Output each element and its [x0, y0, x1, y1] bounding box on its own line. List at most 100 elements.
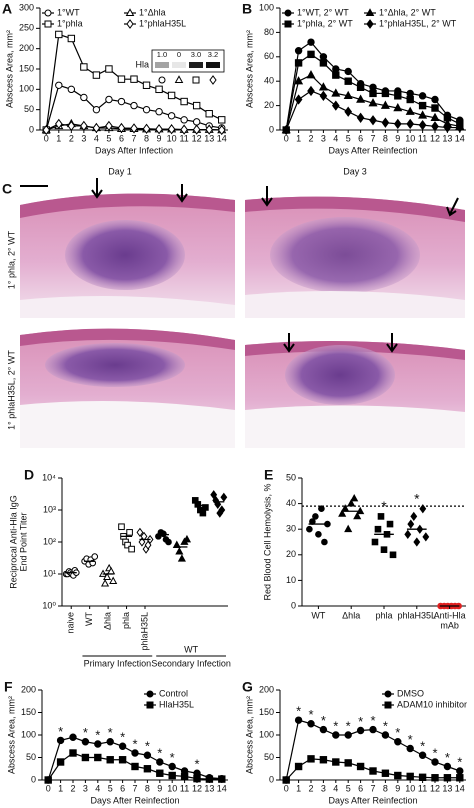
x-tick-label: 13: [442, 133, 452, 143]
marker: [67, 85, 76, 94]
marker: [406, 744, 414, 753]
marker: [430, 112, 440, 122]
marker: [192, 118, 201, 126]
panel-letter: B: [242, 1, 252, 17]
annotation: *: [145, 739, 150, 754]
marker: [407, 519, 415, 529]
marker: [344, 77, 352, 85]
x-tick-label: 13: [442, 783, 452, 793]
marker: [394, 738, 402, 746]
x-tick-label: phla: [375, 610, 392, 620]
x-tick-label: 12: [192, 783, 202, 793]
marker: [55, 30, 63, 39]
x-tick-label: 6: [120, 783, 125, 793]
marker: [131, 762, 139, 771]
marker: [307, 38, 315, 46]
marker: [418, 773, 427, 781]
marker: [94, 753, 102, 762]
group-label: Primary Infection: [84, 658, 152, 668]
marker: [389, 551, 397, 559]
marker: [158, 76, 166, 84]
marker: [455, 122, 464, 133]
marker: [80, 93, 88, 102]
x-tick-label: 4: [333, 133, 338, 143]
marker: [413, 537, 421, 547]
annotation: *: [95, 727, 100, 742]
x-axis-label: Days After Reinfection: [328, 145, 417, 155]
marker: [319, 53, 328, 61]
marker: [344, 759, 352, 767]
legend-label: 1°WT, 2° WT: [297, 7, 349, 17]
marker: [106, 738, 114, 746]
x-tick-label: 11: [418, 133, 427, 143]
y-tick-label: 100: [259, 2, 274, 12]
x-tick-label: 13: [204, 133, 214, 143]
marker: [192, 101, 201, 110]
marker: [160, 530, 167, 538]
marker: [315, 531, 322, 538]
y-tick-label: 100: [21, 729, 36, 739]
marker: [117, 75, 126, 83]
legend-label: 1°phla, 2° WT: [297, 18, 353, 28]
marker: [142, 105, 151, 114]
marker: [131, 749, 139, 757]
marker: [347, 499, 356, 507]
column-label: Day 3: [343, 166, 367, 176]
marker: [344, 524, 353, 533]
histology-image: [245, 186, 465, 318]
marker: [418, 110, 428, 119]
annotation: *: [383, 718, 388, 733]
marker: [218, 116, 226, 124]
marker: [220, 492, 228, 502]
y-tick-label: 200: [259, 684, 274, 694]
annotation: *: [308, 707, 313, 722]
marker: [192, 76, 200, 84]
inset-value: 3.2: [208, 50, 218, 59]
x-tick-label: 0: [284, 783, 289, 793]
x-tick-label: 5: [346, 133, 351, 143]
x-tick-label: phlaH35L: [139, 612, 149, 651]
marker: [67, 120, 76, 132]
marker: [456, 774, 464, 782]
marker: [431, 104, 439, 112]
annotation: *: [194, 757, 199, 772]
annotation: *: [457, 754, 462, 769]
blot-band: [206, 62, 220, 68]
marker: [356, 762, 365, 771]
marker: [332, 65, 340, 73]
annotation: *: [370, 713, 375, 728]
marker: [350, 493, 359, 502]
y-tick-label: 0: [291, 600, 296, 610]
marker: [344, 67, 352, 76]
marker: [307, 50, 315, 59]
marker: [406, 95, 414, 104]
y-tick-label: 0: [269, 774, 274, 784]
marker: [94, 740, 102, 748]
x-tick-label: 6: [358, 783, 363, 793]
marker: [165, 538, 172, 546]
marker: [218, 775, 226, 783]
marker: [81, 738, 90, 746]
marker: [384, 690, 392, 698]
x-tick-label: 7: [132, 783, 137, 793]
marker: [140, 531, 148, 541]
x-tick-label: 12: [430, 783, 440, 793]
marker: [54, 118, 63, 130]
marker: [124, 541, 131, 549]
marker: [146, 690, 154, 698]
marker: [56, 758, 65, 766]
annotation: *: [170, 750, 175, 765]
y-axis-label: Reciprocal Anti-Hla IgG: [8, 495, 18, 589]
marker: [306, 525, 313, 533]
annotation: *: [296, 704, 301, 719]
marker: [92, 105, 101, 114]
y-tick-label: 100: [19, 84, 34, 94]
marker: [356, 94, 366, 103]
x-tick-label: 2: [308, 133, 313, 143]
legend-label: 1°WT: [57, 7, 80, 17]
x-tick-label: 9: [395, 783, 400, 793]
annotation: *: [358, 714, 363, 729]
x-tick-label: 8: [383, 133, 388, 143]
x-axis-label: Days After Reinfection: [328, 795, 417, 805]
x-tick-label: 9: [395, 133, 400, 143]
